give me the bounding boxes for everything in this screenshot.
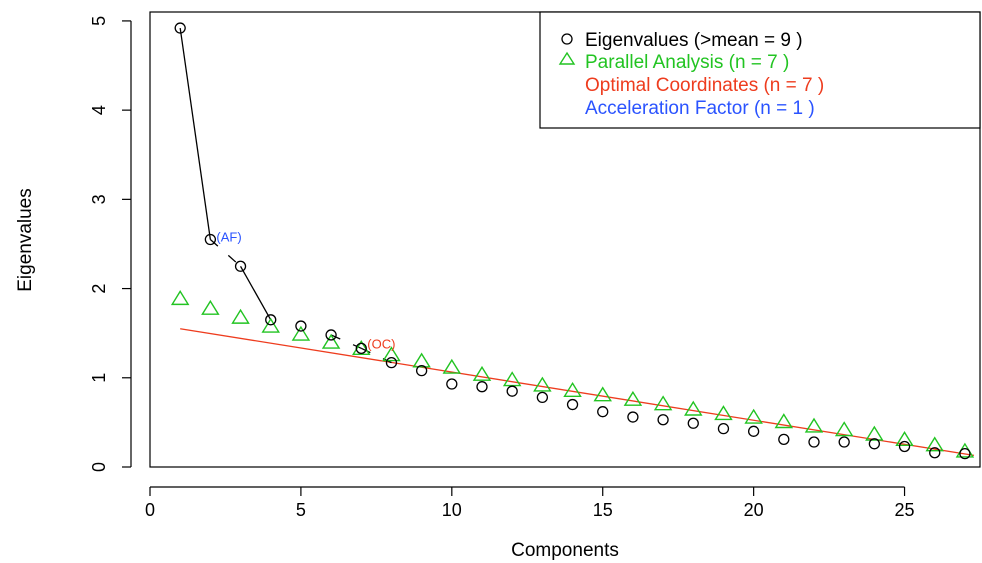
legend-entry-eigenvalues: Eigenvalues (>mean = 9 )	[585, 30, 803, 51]
eigenvalue-point	[265, 314, 277, 326]
parallel-analysis-point	[865, 425, 884, 441]
eigenvalue-point	[566, 398, 579, 411]
eigenvalue-point	[838, 436, 850, 448]
eigenvalue-point	[717, 422, 730, 435]
parallel-analysis-point	[593, 386, 612, 402]
eigenvalue-point	[325, 329, 337, 341]
parallel-analysis-point	[412, 352, 431, 368]
parallel-analysis-point	[231, 308, 250, 324]
annotation-label: (AF)	[216, 230, 241, 245]
parallel-analysis-point	[774, 413, 794, 429]
legend: Eigenvalues (>mean = 9 ) Parallel Analys…	[539, 11, 981, 129]
x-tick-label: 0	[145, 500, 155, 520]
parallel-analysis-point	[382, 346, 401, 362]
parallel-analysis-point	[261, 317, 280, 333]
y-tick-label: 3	[89, 194, 109, 204]
eigenvalue-point	[808, 436, 820, 448]
parallel-analysis-point	[442, 358, 462, 374]
legend-entry-parallel-analysis: Parallel Analysis (n = 7 )	[585, 52, 789, 73]
eigenvalue-point	[204, 233, 217, 246]
x-tick-label: 25	[895, 500, 915, 520]
x-tick-label: 20	[744, 500, 764, 520]
parallel-analysis-point	[502, 371, 522, 387]
y-axis-title: Eigenvalues	[15, 188, 36, 292]
parallel-analysis-point	[895, 431, 914, 447]
parallel-analysis-point	[472, 365, 492, 381]
x-tick-label: 15	[593, 500, 613, 520]
eigenvalue-point	[385, 356, 398, 369]
parallel-analysis-point	[201, 299, 220, 315]
eigenvalue-point	[234, 260, 247, 272]
eigenvalue-point	[627, 411, 639, 423]
legend-box	[539, 11, 981, 129]
annotations: (AF) (OC)	[216, 230, 395, 352]
parallel-analysis-point	[804, 417, 824, 433]
eigenvalue-point	[657, 414, 669, 426]
eigenvalue-point	[778, 433, 790, 445]
parallel-analysis-point	[653, 395, 673, 411]
legend-entry-optimal-coordinates: Optimal Coordinates (n = 7 )	[585, 75, 824, 96]
eigenvalue-point	[174, 22, 186, 34]
x-axis-title: Components	[511, 540, 619, 561]
eigenvalue-point	[446, 378, 458, 390]
legend-entry-acceleration-factor: Acceleration Factor (n = 1 )	[585, 98, 815, 119]
eigenvalue-point	[747, 425, 760, 437]
parallel-analysis-point	[834, 421, 854, 437]
parallel-analysis-point	[352, 340, 371, 356]
legend-triangle-icon	[558, 51, 576, 65]
parallel-analysis-point	[684, 400, 703, 416]
parallel-analysis-point	[744, 408, 763, 424]
axes: 0 5 10 15 20 25 0 1 2 3 4 5	[89, 16, 915, 520]
x-tick-label: 5	[296, 500, 306, 520]
x-tick-label: 10	[442, 500, 462, 520]
y-tick-label: 0	[89, 462, 109, 472]
parallel-analysis-point	[925, 436, 944, 452]
eigenvalue-point	[868, 438, 881, 450]
eigenvalue-point	[355, 342, 367, 354]
y-tick-label: 5	[89, 16, 109, 26]
eigenvalue-point	[536, 391, 549, 404]
scree-line-dash	[209, 239, 241, 267]
annotation-label: (OC)	[367, 337, 395, 352]
parallel-analysis-point	[170, 290, 190, 306]
parallel-analysis-point	[291, 325, 311, 341]
y-tick-label: 4	[89, 105, 109, 115]
eigenvalue-point	[959, 447, 971, 460]
eigenvalue-point	[929, 447, 941, 459]
eigenvalue-point	[597, 406, 609, 418]
parallel-analysis-point	[533, 376, 552, 392]
series-marks	[170, 22, 975, 460]
parallel-analysis-point	[563, 381, 582, 397]
eigenvalue-point	[295, 320, 307, 332]
eigenvalue-point	[415, 364, 428, 377]
eigenvalue-point	[476, 381, 488, 393]
scree-line-segment	[239, 265, 272, 321]
eigenvalue-point	[898, 440, 911, 453]
eigenvalue-point	[506, 385, 518, 397]
parallel-analysis-point	[714, 405, 733, 421]
eigenvalue-point	[687, 417, 699, 429]
parallel-analysis-point	[623, 390, 643, 406]
optimal-coordinates-line	[180, 328, 975, 457]
scree-line-segment	[179, 27, 212, 240]
y-tick-label: 1	[89, 373, 109, 383]
legend-circle-icon	[561, 33, 573, 45]
parallel-analysis-point	[321, 333, 341, 349]
y-tick-label: 2	[89, 284, 109, 294]
